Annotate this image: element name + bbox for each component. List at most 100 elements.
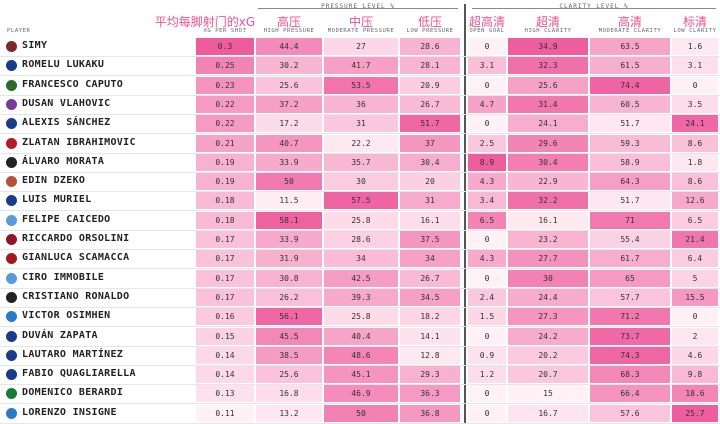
table-row: DOMENICO BERARDI 0.13 16.8 46.9 36.3 0 15 66.4 1… — [0, 384, 720, 405]
column-annotation-xg: 平均每脚射门的xG — [154, 15, 256, 29]
player-name: DUVÁN ZAPATA — [22, 329, 98, 341]
player-name: FRANCESCO CAPUTO — [22, 78, 124, 90]
cell-xg: 0.15 — [196, 327, 254, 345]
column-header-hp: HIGH PRESSURE — [263, 28, 315, 34]
cell-hc: 34.9 — [508, 38, 588, 55]
cell-lc: 0 — [672, 308, 718, 326]
cell-mc: 57.6 — [590, 404, 670, 422]
cell-lc: 8.6 — [672, 134, 718, 152]
cell-mp: 57.5 — [324, 192, 398, 210]
cell-xg: 0.22 — [196, 115, 254, 133]
column-header-lp: LOW PRESSURE — [406, 28, 454, 34]
club-badge-icon — [6, 291, 17, 303]
cell-xg: 0.23 — [196, 76, 254, 94]
column-annotation-og: 超高清 — [468, 15, 505, 29]
cell-hc: 25.6 — [508, 76, 588, 94]
table-row: ALEXIS SÁNCHEZ 0.22 17.2 31 51.7 0 24.1 51.7 24.… — [0, 114, 720, 135]
cell-lc: 21.4 — [672, 231, 718, 248]
cell-og: 3.1 — [468, 57, 506, 75]
cell-mc: 65 — [590, 269, 670, 287]
cell-mc: 66.4 — [590, 385, 670, 403]
cell-mc: 63.5 — [590, 38, 670, 55]
cell-mc: 71.2 — [590, 308, 670, 326]
cell-xg: 0.14 — [196, 366, 254, 384]
club-badge-icon — [6, 407, 17, 419]
cell-og: 0 — [468, 269, 506, 287]
cell-mc: 73.7 — [590, 327, 670, 345]
club-badge-icon — [6, 272, 17, 284]
cell-og: 0 — [468, 115, 506, 133]
cell-og: 8.9 — [468, 153, 506, 171]
table-row: ÁLVARO MORATA 0.19 33.9 35.7 30.4 8.9 30.4 58.9… — [0, 153, 720, 173]
cell-mp: 36 — [324, 95, 398, 113]
cell-mc: 51.7 — [590, 192, 670, 210]
cell-mp: 42.5 — [324, 269, 398, 287]
cell-xg: 0.11 — [196, 404, 254, 422]
cell-hp: 33.9 — [256, 153, 322, 171]
cell-hp: 37.2 — [256, 95, 322, 113]
cell-hp: 40.7 — [256, 134, 322, 152]
cell-og: 1.5 — [468, 308, 506, 326]
cell-lp: 14.1 — [400, 327, 460, 345]
cell-og: 2.5 — [468, 134, 506, 152]
cell-xg: 0.17 — [196, 250, 254, 268]
club-badge-icon — [6, 118, 17, 130]
cell-mp: 30 — [324, 173, 398, 191]
cell-mp: 41.7 — [324, 57, 398, 75]
player-name: LORENZO INSIGNE — [22, 406, 117, 418]
cell-hc: 20.2 — [508, 346, 588, 364]
cell-lc: 25.7 — [672, 404, 718, 422]
column-annotation-hp: 高压 — [276, 15, 301, 29]
cell-lp: 26.7 — [400, 269, 460, 287]
cell-lc: 18.6 — [672, 385, 718, 403]
cell-lc: 6.5 — [672, 211, 718, 229]
player-name: DOMENICO BERARDI — [22, 387, 124, 399]
table-row: FELIPE CAICEDO 0.18 58.1 25.8 16.1 6.5 16.1 71 6… — [0, 211, 720, 231]
cell-lc: 4.6 — [672, 346, 718, 364]
cell-hc: 16.7 — [508, 404, 588, 422]
club-badge-icon — [6, 388, 17, 400]
column-annotation-mc: 高清 — [617, 15, 642, 29]
cell-lp: 28.1 — [400, 57, 460, 75]
cell-og: 0.9 — [468, 346, 506, 364]
cell-mc: 61.7 — [590, 250, 670, 268]
cell-mp: 39.3 — [324, 288, 398, 306]
club-badge-icon — [6, 156, 17, 168]
club-badge-icon — [6, 195, 17, 207]
cell-xg: 0.19 — [196, 153, 254, 171]
table-row: LUIS MURIEL 0.18 11.5 57.5 31 3.4 32.2 51.7 12.6 — [0, 191, 720, 212]
club-badge-icon — [6, 137, 17, 149]
club-badge-icon — [6, 176, 17, 188]
cell-lc: 2 — [672, 327, 718, 345]
club-badge-icon — [6, 98, 17, 110]
club-badge-icon — [6, 349, 17, 361]
cell-xg: 0.22 — [196, 95, 254, 113]
cell-lc: 5 — [672, 269, 718, 287]
player-column-header: PLAYER — [7, 28, 31, 34]
cell-lc: 6.4 — [672, 250, 718, 268]
cell-hp: 13.2 — [256, 404, 322, 422]
player-name: DUSAN VLAHOVIC — [22, 97, 111, 109]
column-header-og: OPEN GOAL — [469, 28, 505, 34]
club-badge-icon — [6, 79, 17, 91]
cell-lp: 37 — [400, 134, 460, 152]
cell-hc: 27.3 — [508, 308, 588, 326]
player-name: RICCARDO ORSOLINI — [22, 233, 130, 244]
cell-hp: 26.2 — [256, 288, 322, 306]
cell-mc: 51.7 — [590, 115, 670, 133]
cell-og: 0 — [468, 38, 506, 55]
cell-hc: 23.2 — [508, 231, 588, 248]
cell-hp: 38.5 — [256, 346, 322, 364]
cell-og: 0 — [468, 404, 506, 422]
cell-mp: 50 — [324, 404, 398, 422]
table-row: VICTOR OSIMHEN 0.16 56.1 25.8 18.2 1.5 27.3 71.… — [0, 307, 720, 328]
table-row: RICCARDO ORSOLINI 0.17 33.9 28.6 37.5 0 23.2 55… — [0, 230, 720, 250]
cell-mp: 25.8 — [324, 308, 398, 326]
cell-hp: 50 — [256, 173, 322, 191]
player-name: CRISTIANO RONALDO — [22, 290, 130, 302]
cell-hc: 29.6 — [508, 134, 588, 152]
cell-mp: 28.6 — [324, 231, 398, 248]
cell-lp: 34 — [400, 250, 460, 268]
player-name: EDIN DZEKO — [22, 175, 86, 187]
cell-xg: 0.13 — [196, 385, 254, 403]
